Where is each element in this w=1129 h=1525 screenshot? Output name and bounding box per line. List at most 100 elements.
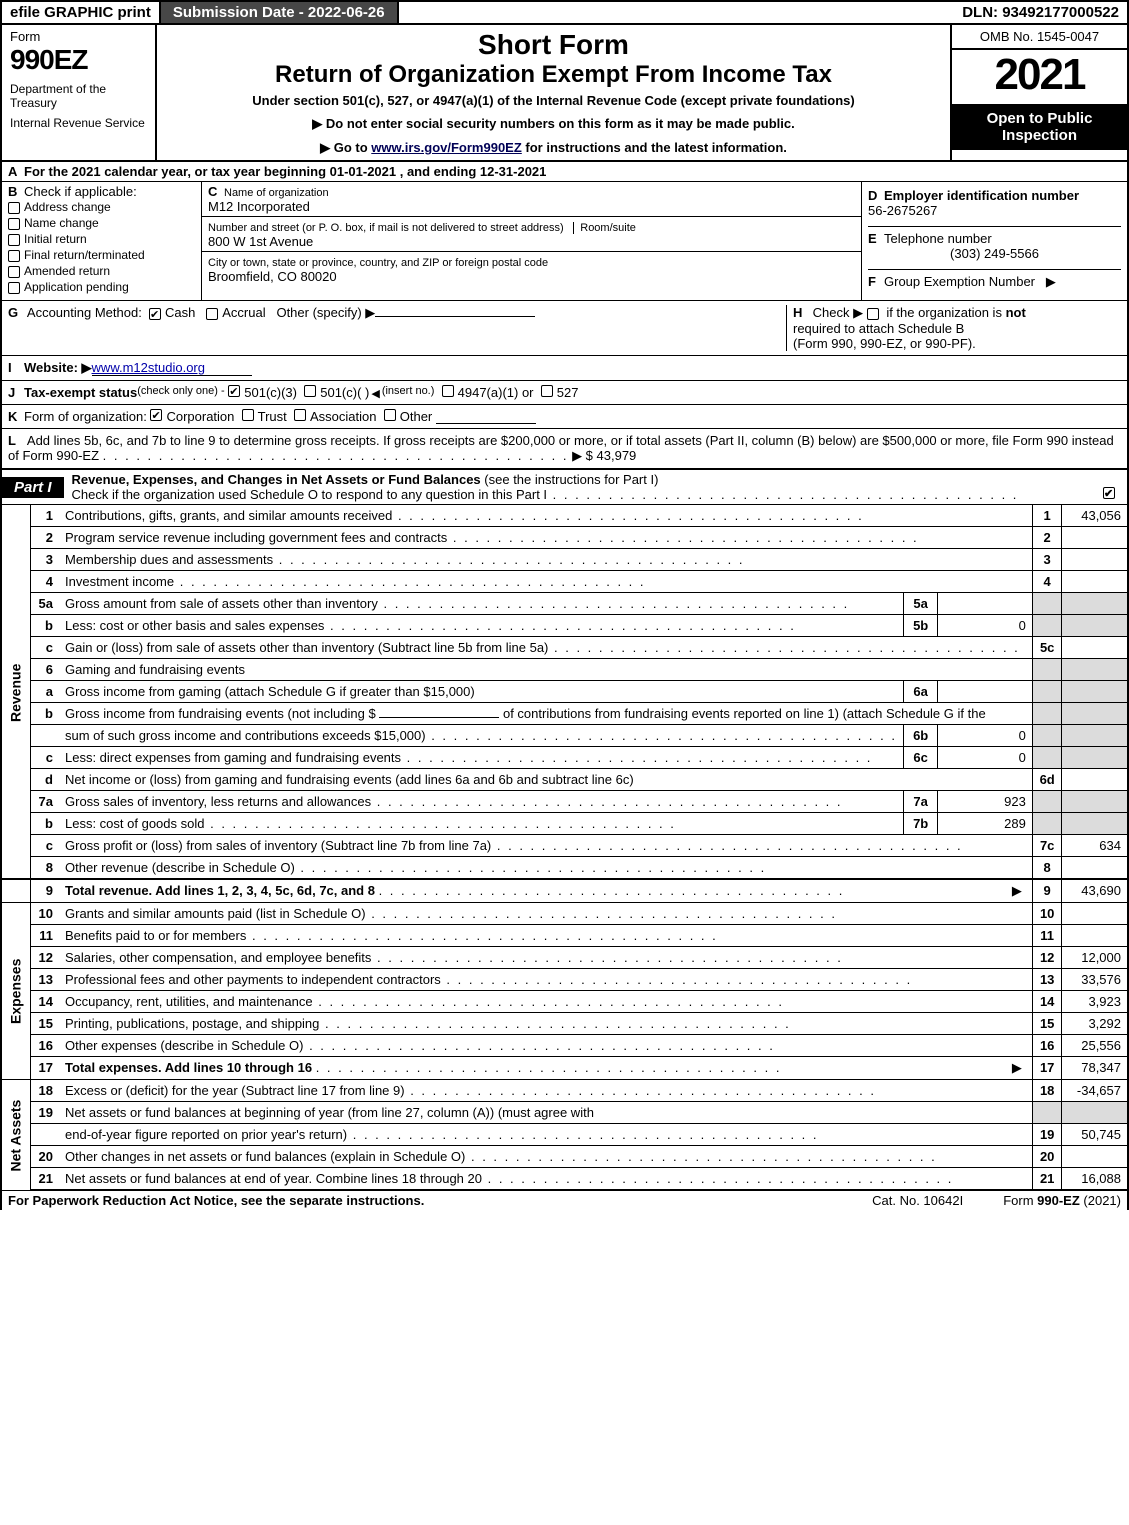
chk-not-required[interactable] — [867, 308, 879, 320]
phone-value: (303) 249-5566 — [868, 246, 1121, 261]
sidelabel-revenue: Revenue — [1, 505, 31, 879]
chk-501c3[interactable] — [228, 385, 240, 397]
dept-treasury: Department of the Treasury — [10, 82, 147, 110]
line-text-17: Total expenses. Add lines 10 through 16 — [65, 1060, 312, 1075]
insert-no: (insert no.) — [382, 385, 435, 400]
amt-8 — [1062, 857, 1128, 880]
city-label: City or town, state or province, country… — [208, 257, 548, 269]
chk-application-pending[interactable] — [8, 282, 20, 294]
group-exemption-label: Group Exemption Number — [884, 274, 1035, 289]
chk-initial-return[interactable] — [8, 234, 20, 246]
form-year: (2021) — [1080, 1193, 1121, 1208]
chk-address-change[interactable] — [8, 202, 20, 214]
ref-12: 12 — [1032, 947, 1062, 969]
chk-schedule-o[interactable] — [1103, 487, 1115, 499]
row-7a: 7a Gross sales of inventory, less return… — [1, 791, 1128, 813]
ref-21: 21 — [1032, 1168, 1062, 1191]
chk-cash[interactable] — [149, 308, 161, 320]
section-j: J Tax-exempt status (check only one) - 5… — [0, 381, 1129, 405]
irs-label: Internal Revenue Service — [10, 116, 147, 130]
l-amt-label: ▶ $ — [572, 448, 596, 463]
label-h: H — [793, 305, 809, 320]
ein-label: Employer identification number — [884, 188, 1079, 203]
shade-6a — [1032, 681, 1062, 703]
shade-amt-19 — [1062, 1102, 1128, 1124]
iamt-6c: 0 — [938, 747, 1033, 769]
ref-20: 20 — [1032, 1146, 1062, 1168]
ref-4: 4 — [1032, 571, 1062, 593]
shade-amt-6 — [1062, 659, 1128, 681]
contrib-blank[interactable] — [379, 717, 499, 718]
line-num-5c: c — [31, 637, 60, 659]
ref-3: 3 — [1032, 549, 1062, 571]
sidelabel-expenses: Expenses — [1, 903, 31, 1080]
opt-name-change: Name change — [24, 216, 99, 230]
amt-19: 50,745 — [1062, 1124, 1128, 1146]
chk-527[interactable] — [541, 385, 553, 397]
shade-5a — [1032, 593, 1062, 615]
shade-7a — [1032, 791, 1062, 813]
shade-amt-6a — [1062, 681, 1128, 703]
opt-527: 527 — [557, 385, 579, 400]
section-b: BCheck if applicable: Address change Nam… — [2, 182, 202, 300]
iref-6b: 6b — [904, 725, 938, 747]
line-num-16: 16 — [31, 1035, 60, 1057]
chk-4947[interactable] — [442, 385, 454, 397]
chk-association[interactable] — [294, 409, 306, 421]
paperwork-notice: For Paperwork Reduction Act Notice, see … — [8, 1193, 424, 1208]
ref-14: 14 — [1032, 991, 1062, 1013]
line-text-6b-2: of contributions from fundraising events… — [503, 706, 986, 721]
efile-print[interactable]: efile GRAPHIC print — [2, 2, 161, 23]
section-bcdef: BCheck if applicable: Address change Nam… — [0, 182, 1129, 301]
line-text-3: Membership dues and assessments — [65, 552, 273, 567]
amt-6d — [1062, 769, 1128, 791]
website-value[interactable]: www.m12studio.org — [92, 360, 252, 376]
shade-7b — [1032, 813, 1062, 835]
ref-7c: 7c — [1032, 835, 1062, 857]
chk-trust[interactable] — [242, 409, 254, 421]
line-text-7c: Gross profit or (loss) from sales of inv… — [65, 838, 491, 853]
iamt-5a — [938, 593, 1033, 615]
line-num-18: 18 — [31, 1080, 60, 1102]
line-text-6c: Less: direct expenses from gaming and fu… — [65, 750, 401, 765]
shade-5b — [1032, 615, 1062, 637]
row-12: 12 Salaries, other compensation, and emp… — [1, 947, 1128, 969]
iamt-7b: 289 — [938, 813, 1033, 835]
line-num-12: 12 — [31, 947, 60, 969]
line-num-5a: 5a — [31, 593, 60, 615]
catalog-number: Cat. No. 10642I — [872, 1193, 963, 1208]
sidelabel-blank — [1, 879, 31, 903]
line-num-7c: c — [31, 835, 60, 857]
line-text-14: Occupancy, rent, utilities, and maintena… — [65, 994, 313, 1009]
other-specify-field[interactable] — [375, 316, 535, 317]
other-org-field[interactable] — [436, 409, 536, 424]
chk-501c[interactable] — [304, 385, 316, 397]
chk-amended-return[interactable] — [8, 266, 20, 278]
label-e: E — [868, 231, 884, 246]
ref-15: 15 — [1032, 1013, 1062, 1035]
form-header: Form 990EZ Department of the Treasury In… — [0, 23, 1129, 162]
line-num-11: 11 — [31, 925, 60, 947]
short-form-title: Short Form — [478, 29, 629, 61]
chk-name-change[interactable] — [8, 218, 20, 230]
iamt-6b: 0 — [938, 725, 1033, 747]
line-num-6a: a — [31, 681, 60, 703]
chk-other-org[interactable] — [384, 409, 396, 421]
goto-prefix: ▶ Go to — [320, 140, 371, 155]
opt-4947: 4947(a)(1) or — [458, 385, 534, 400]
ref-5c: 5c — [1032, 637, 1062, 659]
shade-amt-5b — [1062, 615, 1128, 637]
line-num-7a: 7a — [31, 791, 60, 813]
chk-corporation[interactable] — [150, 409, 162, 421]
amt-18: -34,657 — [1062, 1080, 1128, 1102]
no-ssn-notice: ▶ Do not enter social security numbers o… — [312, 116, 794, 132]
line-num-5b: b — [31, 615, 60, 637]
amt-14: 3,923 — [1062, 991, 1128, 1013]
website-link[interactable]: www.m12studio.org — [92, 360, 205, 375]
chk-accrual[interactable] — [206, 308, 218, 320]
opt-final-return: Final return/terminated — [24, 248, 145, 262]
section-a: A For the 2021 calendar year, or tax yea… — [0, 162, 1129, 182]
chk-final-return[interactable] — [8, 250, 20, 262]
iref-5b: 5b — [904, 615, 938, 637]
goto-link[interactable]: www.irs.gov/Form990EZ — [371, 140, 522, 155]
